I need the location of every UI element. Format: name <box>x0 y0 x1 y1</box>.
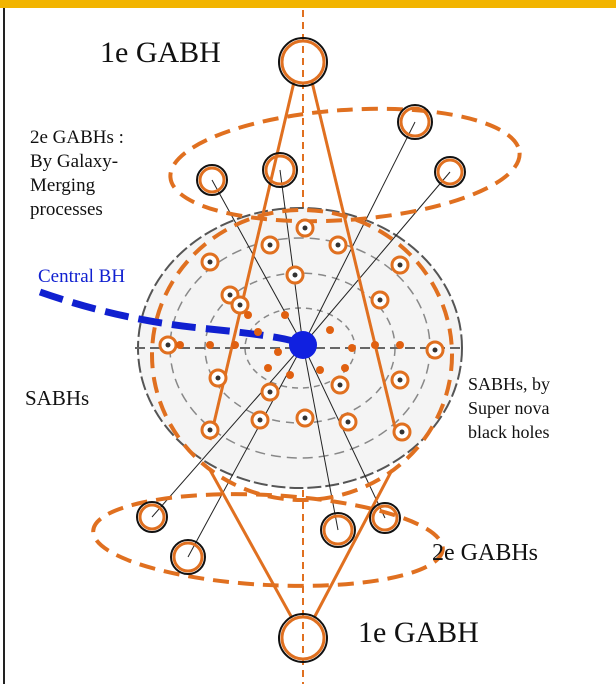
label: 2e GABHs : <box>30 127 124 148</box>
sabh-core <box>267 242 273 248</box>
dot <box>176 341 184 349</box>
gabh <box>262 152 298 188</box>
sabh-core <box>237 302 243 308</box>
sabh-core <box>397 262 403 268</box>
sabh-core <box>227 292 233 298</box>
dot <box>206 341 214 349</box>
label: By Galaxy- <box>30 151 118 172</box>
gabh-ring <box>322 514 354 546</box>
sabh-core <box>207 259 213 265</box>
label: Merging <box>30 175 96 196</box>
gabh-ring <box>371 504 399 532</box>
dot <box>396 341 404 349</box>
gabh <box>196 164 228 196</box>
gabh-ring <box>280 39 326 85</box>
label: Central BH <box>38 266 125 287</box>
gabh <box>434 156 466 188</box>
gabh-ring <box>198 166 226 194</box>
dot <box>341 364 349 372</box>
gabh <box>320 512 356 548</box>
dot <box>231 341 239 349</box>
sabh-core <box>335 242 341 248</box>
sabh-core <box>207 427 213 433</box>
ray <box>279 169 304 346</box>
black-holes <box>136 37 466 663</box>
ray <box>302 171 451 346</box>
ray <box>302 344 339 531</box>
central-bh-pointer <box>38 288 298 346</box>
dot <box>264 364 272 372</box>
sabh-core <box>292 272 298 278</box>
gabh <box>278 37 328 87</box>
dot <box>281 311 289 319</box>
ray <box>302 121 416 346</box>
sabh-core <box>302 225 308 231</box>
dot <box>274 348 282 356</box>
dot <box>286 371 294 379</box>
label: processes <box>30 199 103 220</box>
label: SABHs, by <box>468 374 550 394</box>
sabh-core <box>302 415 308 421</box>
ray <box>302 344 386 519</box>
top-border <box>0 0 616 8</box>
sabh-core <box>215 375 221 381</box>
central-bh <box>289 331 317 359</box>
sabh-core <box>267 389 273 395</box>
sabh-core <box>165 342 171 348</box>
sabh-core <box>377 297 383 303</box>
sabh-core <box>337 382 343 388</box>
gabh <box>397 104 433 140</box>
sabh-core <box>399 429 405 435</box>
label: SABHs <box>25 386 89 410</box>
sabh-core <box>397 377 403 383</box>
sabh-core <box>345 419 351 425</box>
gabh <box>136 501 168 533</box>
sabh-core <box>432 347 438 353</box>
dot <box>371 341 379 349</box>
gabh-ring <box>172 541 204 573</box>
gabh-ring <box>436 158 464 186</box>
dot <box>326 326 334 334</box>
gabh-ring <box>264 154 296 186</box>
gabh <box>369 502 401 534</box>
gabh-ring <box>280 615 326 661</box>
gabh-ring <box>399 106 431 138</box>
dot <box>316 366 324 374</box>
dot <box>244 311 252 319</box>
gabh <box>278 613 328 663</box>
sabh-core <box>257 417 263 423</box>
label: black holes <box>468 422 549 442</box>
label: 1e GABH <box>100 36 221 69</box>
label: Super nova <box>468 398 549 418</box>
dot <box>254 328 262 336</box>
orange-structure <box>91 81 522 619</box>
ray <box>187 344 304 558</box>
label: 2e GABHs <box>432 540 538 566</box>
ray <box>151 344 304 518</box>
gabh <box>170 539 206 575</box>
gabh-ring <box>138 503 166 531</box>
dot <box>348 344 356 352</box>
label: 1e GABH <box>358 616 479 649</box>
